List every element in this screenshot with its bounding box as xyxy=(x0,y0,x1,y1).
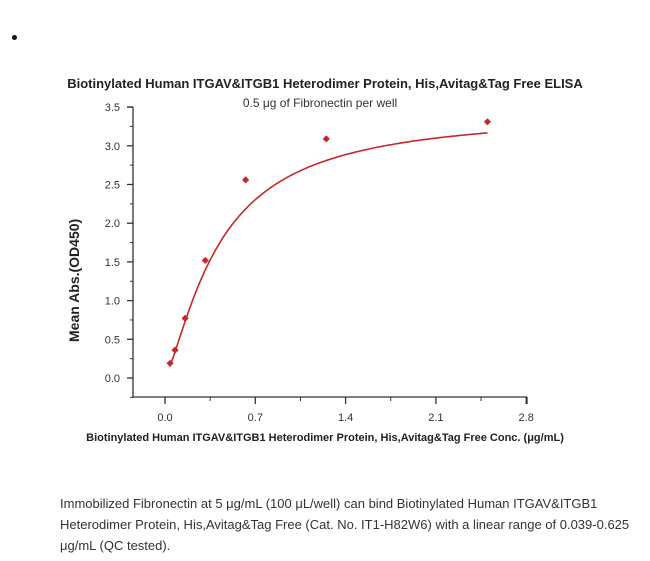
y-tick-label: 2.5 xyxy=(105,180,120,192)
chart-title: Biotinylated Human ITGAV&ITGB1 Heterodim… xyxy=(67,76,583,91)
data-points xyxy=(166,118,492,367)
x-tick-label: 1.4 xyxy=(338,412,353,424)
x-tick-label: 2.8 xyxy=(519,412,534,424)
y-tick-label: 2.0 xyxy=(105,218,120,230)
figure-caption: Immobilized Fibronectin at 5 μg/mL (100 … xyxy=(60,496,630,553)
x-axis-label: Biotinylated Human ITGAV&ITGB1 Heterodim… xyxy=(86,432,564,444)
x-ticks: 0.0 0.7 1.4 2.1 2.8 xyxy=(157,397,534,424)
data-point-diamond xyxy=(166,359,174,367)
chart-subtitle: 0.5 μg of Fibronectin per well xyxy=(242,96,398,110)
data-point-diamond xyxy=(242,176,250,184)
y-tick-label: 1.5 xyxy=(105,257,120,269)
x-tick-label: 0.7 xyxy=(248,412,263,424)
y-ticks: 0.0 0.5 1.0 1.5 2.0 2.5 3.0 3.5 xyxy=(105,102,133,398)
data-point-diamond xyxy=(201,256,209,264)
fit-curve xyxy=(169,132,488,367)
y-tick-label: 1.0 xyxy=(105,296,120,308)
data-point-diamond xyxy=(171,346,179,354)
x-tick-label: 0.0 xyxy=(157,412,172,424)
data-point-diamond xyxy=(483,118,492,126)
y-tick-label: 3.5 xyxy=(105,102,120,114)
data-point-diamond xyxy=(322,135,330,143)
data-point-diamond xyxy=(181,314,189,323)
x-tick-label: 2.1 xyxy=(428,412,443,424)
bullet-point xyxy=(12,35,17,40)
y-tick-label: 0.5 xyxy=(105,334,120,346)
y-tick-label: 3.0 xyxy=(105,141,120,153)
y-axis-label: Mean Abs.(OD450) xyxy=(66,218,82,342)
y-tick-label: 0.0 xyxy=(105,373,120,385)
